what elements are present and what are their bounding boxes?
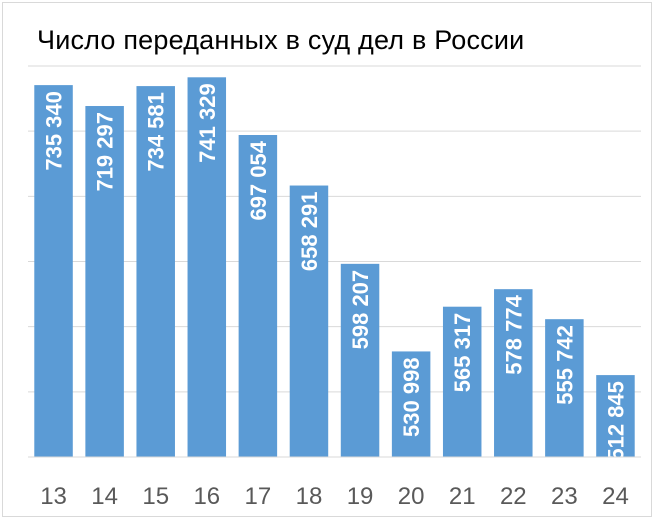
bar	[34, 85, 73, 457]
bar	[494, 289, 533, 457]
x-tick-label: 21	[449, 483, 476, 510]
x-tick-label: 13	[40, 483, 67, 510]
x-tick-label: 23	[551, 483, 578, 510]
data-label: 512 845	[603, 381, 628, 461]
data-label: 598 207	[348, 270, 373, 350]
bar	[442, 306, 482, 457]
x-tick-label: 20	[398, 483, 425, 510]
x-tick-label: 22	[500, 483, 527, 510]
bar	[187, 77, 227, 457]
chart-title: Число переданных в суд дел в России	[37, 25, 525, 55]
data-label: 741 329	[195, 83, 220, 163]
bar	[545, 319, 584, 457]
data-label: 734 581	[144, 92, 169, 172]
x-tick-label: 14	[91, 483, 118, 510]
data-label: 697 054	[246, 140, 271, 220]
x-tick-label: 19	[347, 483, 374, 510]
x-tick-label: 15	[142, 483, 169, 510]
x-tick-label: 18	[296, 483, 323, 510]
x-tick-label: 17	[245, 483, 272, 510]
data-label: 565 317	[450, 313, 475, 393]
bar	[238, 135, 278, 457]
bar	[340, 263, 380, 457]
data-label: 555 742	[552, 325, 577, 405]
bar	[136, 86, 175, 457]
x-tick-label: 16	[193, 483, 220, 510]
bar	[391, 351, 431, 457]
bar	[289, 185, 329, 457]
data-label: 530 998	[399, 357, 424, 437]
bar	[85, 106, 124, 458]
data-label: 578 774	[501, 294, 526, 374]
data-label: 719 297	[93, 112, 118, 192]
x-tick-label: 24	[602, 483, 629, 510]
data-label: 735 340	[42, 91, 67, 171]
bar	[596, 375, 635, 457]
data-label: 658 291	[297, 192, 322, 272]
